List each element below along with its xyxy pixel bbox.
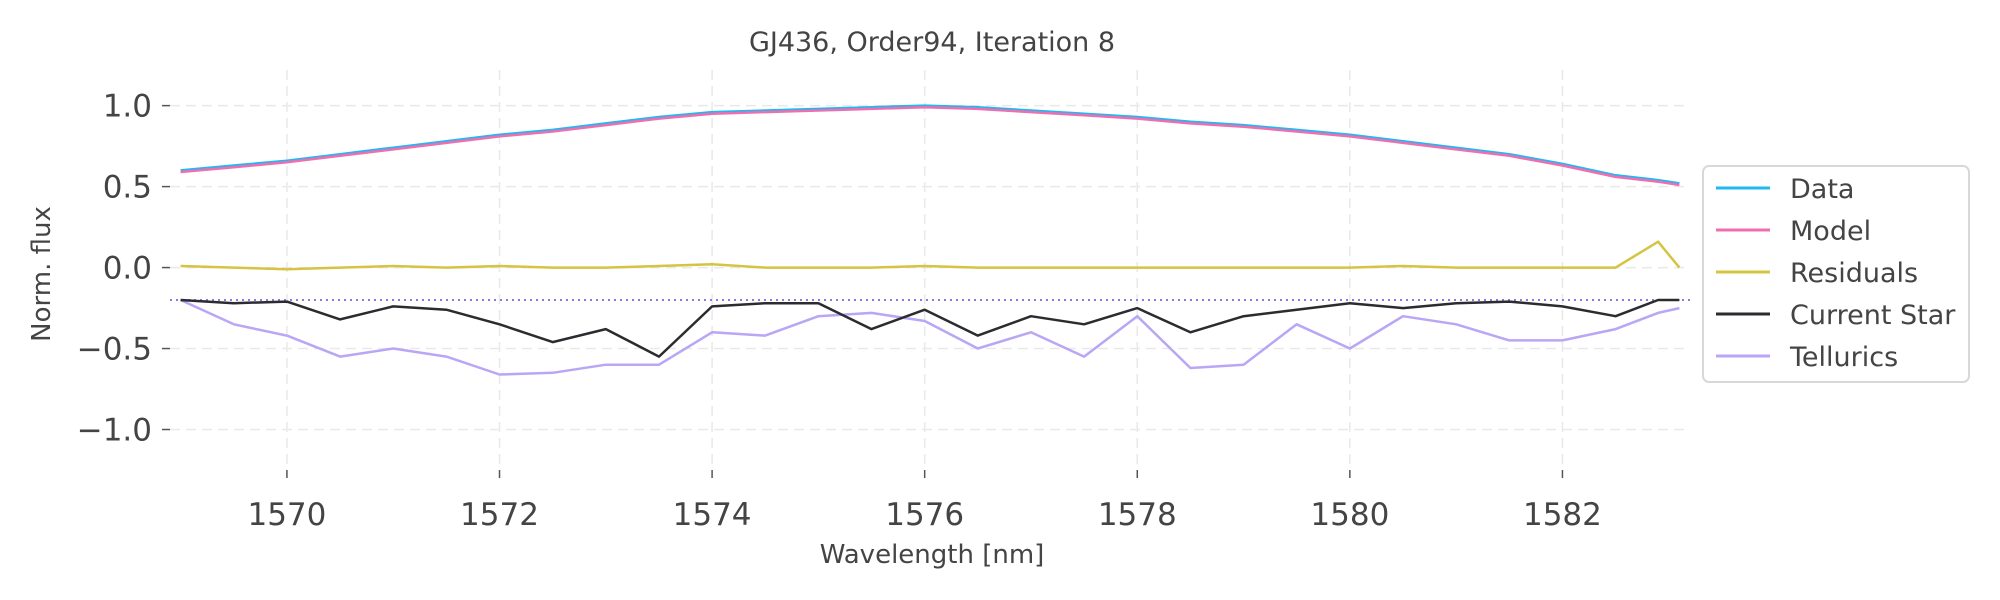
legend: Data Model Residuals Current Star Tellurics — [1702, 165, 1970, 383]
grid — [170, 70, 1690, 470]
series-line-model — [180, 105, 1680, 187]
legend-label: Data — [1790, 174, 1854, 205]
x-tick-label: 1578 — [1098, 497, 1177, 533]
series-layer — [180, 104, 1681, 376]
x-axis-ticks: 1570 1572 1574 1576 1578 1580 1582 — [247, 470, 1602, 533]
series-line-data — [180, 104, 1680, 185]
legend-label: Residuals — [1790, 258, 1918, 289]
chart-title: GJ436, Order94, Iteration 8 — [749, 27, 1115, 58]
x-tick-label: 1570 — [247, 497, 326, 533]
x-tick-label: 1572 — [460, 497, 539, 533]
x-tick-label: 1576 — [885, 497, 964, 533]
legend-label: Tellurics — [1789, 342, 1898, 373]
legend-frame — [1702, 165, 1970, 383]
legend-items: Data Model Residuals Current Star Tellurics — [1716, 174, 1956, 373]
x-tick-label: 1582 — [1523, 497, 1602, 533]
series-line-current-star — [180, 298, 1680, 358]
legend-label: Current Star — [1790, 300, 1956, 331]
x-axis-label: Wavelength [nm] — [820, 540, 1045, 570]
y-axis-ticks: 1.0 0.5 0.0 −0.5 −1.0 — [77, 89, 170, 449]
y-tick-label: 0.0 — [103, 251, 152, 287]
legend-label: Model — [1790, 216, 1871, 247]
x-tick-label: 1580 — [1310, 497, 1389, 533]
y-tick-label: 1.0 — [103, 89, 152, 125]
x-tick-label: 1574 — [673, 497, 752, 533]
series-line-residuals — [180, 240, 1681, 271]
series-line-tellurics — [180, 298, 1680, 376]
y-tick-label: −1.0 — [77, 413, 152, 449]
y-axis-label: Norm. flux — [27, 206, 57, 342]
y-tick-label: −0.5 — [77, 332, 152, 368]
y-tick-label: 0.5 — [103, 170, 152, 206]
